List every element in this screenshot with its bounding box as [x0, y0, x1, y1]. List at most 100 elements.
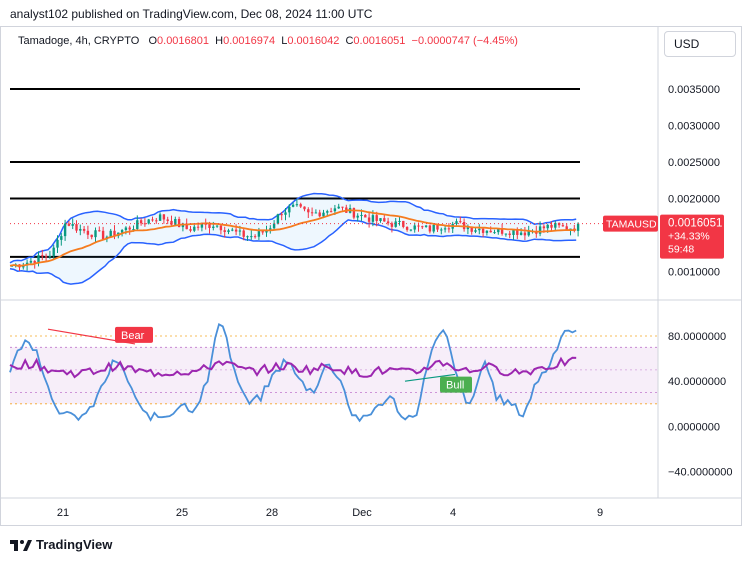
bear-badge [115, 326, 153, 343]
bull-badge [440, 376, 472, 393]
candle-body [219, 225, 223, 231]
candle-body [402, 220, 405, 227]
candle-body [82, 228, 86, 231]
candle-body [326, 211, 329, 213]
candle-body [440, 229, 443, 231]
candle-body [576, 223, 580, 231]
candle-body [265, 230, 268, 233]
candle-body [337, 206, 340, 209]
time-tick-label: 21 [57, 507, 69, 519]
candle-body [561, 225, 565, 227]
candle-body [485, 230, 489, 233]
candle-body [478, 228, 481, 231]
candle-body [56, 239, 59, 248]
price-pane [9, 88, 658, 285]
open-value: 0.0016801 [157, 35, 210, 47]
candle-body [493, 232, 496, 234]
candle-body [527, 231, 530, 236]
candle-body [295, 204, 299, 206]
candle-body [227, 230, 230, 233]
symbol-tag-background [603, 215, 658, 232]
candle-body [459, 221, 462, 223]
candle-body [29, 260, 33, 263]
candle-body [223, 230, 226, 233]
oscillator-tick-label: −40.0000000 [668, 467, 733, 479]
symbol-title: Tamadoge, 4h, CRYPTO [18, 35, 140, 47]
candle-body [383, 218, 386, 222]
symbol-tag-label: TAMAUSD [606, 219, 657, 231]
candle-body [398, 220, 401, 222]
candle-body [136, 220, 139, 230]
candle-body [250, 236, 253, 238]
close-label: C [345, 35, 354, 47]
candle-body [413, 225, 416, 230]
candle-body [364, 214, 367, 218]
price-tick-label: 0.0025000 [668, 157, 720, 169]
candle-body [139, 220, 143, 224]
candle-body [508, 233, 511, 235]
close-value: 0.0016051 [353, 35, 406, 47]
oscillator-tick-label: 80.0000000 [668, 331, 726, 343]
candle-body [557, 222, 561, 226]
candle-body [86, 230, 90, 235]
candle-body [71, 224, 74, 226]
candle-body [489, 230, 492, 233]
candle-body [261, 231, 264, 233]
candle-body [189, 229, 192, 231]
candle-body [128, 227, 131, 230]
currency-selector-button[interactable]: USD [664, 31, 736, 57]
candle-body [90, 234, 93, 238]
axes: 0.0035000 0.0030000 0.0025000 0.0020000 0.00… [0, 26, 742, 519]
open-label: O [148, 35, 158, 47]
low-label: L [281, 35, 288, 47]
candle-body [481, 228, 485, 233]
candle-body [185, 223, 188, 230]
candle-body [367, 217, 371, 222]
candle-body [155, 220, 158, 222]
change-value: −0.0000747 (−4.45%) [411, 35, 518, 47]
candle-body [341, 206, 344, 208]
candle-body [170, 220, 173, 225]
price-tag-background [660, 214, 724, 259]
candle-body [109, 230, 112, 237]
price-tick-label: 0.0035000 [668, 84, 720, 96]
candle-body [272, 223, 276, 229]
candle-body [333, 208, 337, 212]
candle-body [75, 224, 78, 231]
candle-body [60, 236, 63, 240]
bull-badge-label: Bull [446, 380, 464, 392]
oscillator-band-fill [10, 347, 658, 404]
candle-body [280, 214, 283, 216]
price-tick-label: 0.0030000 [668, 121, 720, 133]
bollinger-band-fill [10, 193, 577, 285]
candle-body [147, 219, 150, 224]
candle-body [394, 221, 397, 227]
candle-body [322, 212, 325, 217]
candle-body [37, 255, 40, 264]
candle-body [52, 247, 55, 257]
candle-body [196, 226, 200, 228]
candle-body [497, 228, 500, 233]
candle-body [550, 224, 553, 228]
candle-body [565, 226, 568, 230]
candle-body [546, 224, 549, 229]
candle-body [132, 229, 135, 231]
candle-body [200, 223, 204, 228]
candle-body [504, 233, 508, 235]
candle-body [424, 225, 428, 227]
time-tick-label: 4 [450, 507, 456, 519]
candle-body [284, 212, 287, 215]
footer-brand-label: TradingView [36, 537, 113, 552]
candle-body [379, 218, 382, 221]
candle-body [41, 255, 44, 257]
high-value: 0.0016974 [223, 35, 276, 47]
candle-body [208, 224, 211, 228]
candle-body [329, 211, 333, 213]
candle-body [417, 225, 420, 227]
candle-body [516, 229, 519, 235]
candle-body [151, 219, 154, 221]
candle-body [204, 223, 207, 225]
candle-body [432, 225, 435, 232]
price-tag-change: +34.33% [668, 231, 710, 243]
